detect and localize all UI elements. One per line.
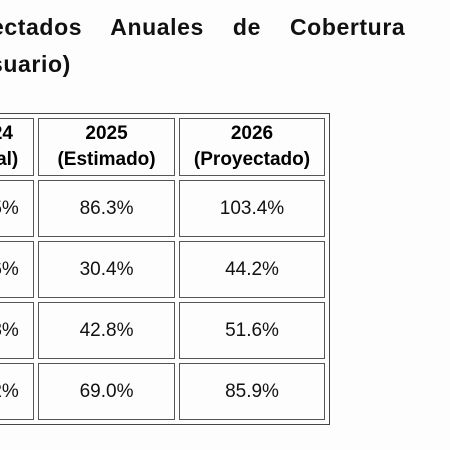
- table-cell: 69.0%: [38, 363, 175, 420]
- table-cell: 27.8%: [0, 302, 35, 359]
- table-cell: 85.9%: [179, 363, 325, 420]
- document-title-line-1: ectados Anuales de Cobertura: [0, 14, 406, 40]
- column-header-sub: (Real): [0, 149, 19, 170]
- table-cell: 44.2%: [179, 241, 325, 298]
- table-cell: 51.6%: [179, 302, 325, 359]
- column-header-sub: (Estimado): [57, 149, 156, 170]
- table-cell: 19.6%: [0, 241, 35, 298]
- column-header-year: 2026: [230, 123, 274, 144]
- table-row: 63.2% 69.0% 85.9%: [0, 363, 325, 420]
- table-cell: 42.8%: [38, 302, 175, 359]
- document-title-line-2: suario): [0, 51, 71, 77]
- table-row: 19.6% 30.4% 44.2%: [0, 241, 325, 298]
- table-cell: 86.3%: [38, 180, 175, 237]
- table-cell: 103.4%: [179, 180, 325, 237]
- table-row: 87.5% 86.3% 103.4%: [0, 180, 325, 237]
- column-header-2026: 2026 (Proyectado): [179, 118, 325, 176]
- table-cell: 30.4%: [38, 241, 175, 298]
- table-header-row: 2024 (Real) 2025 (Estimado) 2026 (Proyec…: [0, 118, 325, 176]
- column-header-2024: 2024 (Real): [0, 118, 35, 176]
- table-cell: 87.5%: [0, 180, 35, 237]
- column-header-sub: (Proyectado): [193, 149, 311, 170]
- table-cell: 63.2%: [0, 363, 35, 420]
- column-header-year: 2025: [85, 123, 128, 144]
- column-header-2025: 2025 (Estimado): [38, 118, 175, 176]
- table-row: 27.8% 42.8% 51.6%: [0, 302, 325, 359]
- coverage-table: 2024 (Real) 2025 (Estimado) 2026 (Proyec…: [0, 113, 330, 425]
- column-header-year: 2024: [0, 123, 13, 144]
